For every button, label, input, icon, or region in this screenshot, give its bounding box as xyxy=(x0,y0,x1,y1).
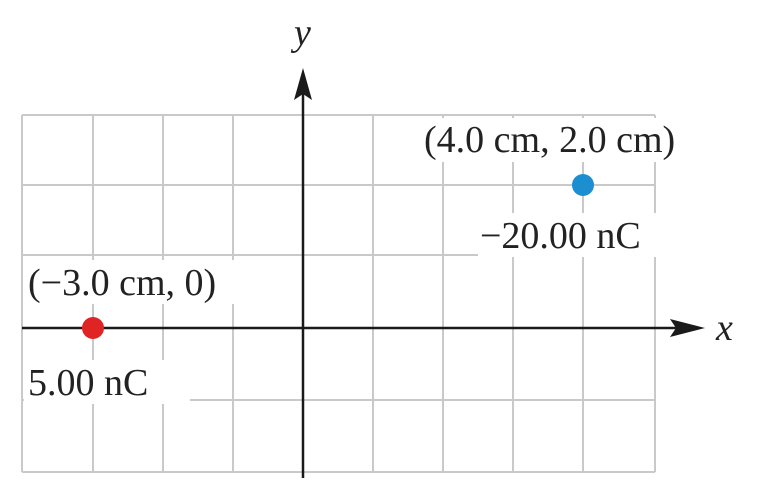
label-bg xyxy=(478,213,693,257)
charge-position: (4.0 cm, 2.0 cm) xyxy=(424,119,675,161)
y-arrow xyxy=(294,68,312,100)
x-arrow xyxy=(670,319,705,337)
label-bg xyxy=(420,118,745,162)
charge-value: 5.00 nC xyxy=(28,362,148,404)
x-label: x xyxy=(715,307,733,349)
y-label: y xyxy=(290,12,311,54)
charge-dot xyxy=(82,317,104,339)
grid xyxy=(21,114,656,473)
charge-position: (−3.0 cm, 0) xyxy=(28,262,216,304)
charge-dot xyxy=(572,174,594,196)
charge-value: −20.00 nC xyxy=(480,215,641,257)
label-bg xyxy=(24,260,279,304)
label-bg xyxy=(24,360,190,404)
